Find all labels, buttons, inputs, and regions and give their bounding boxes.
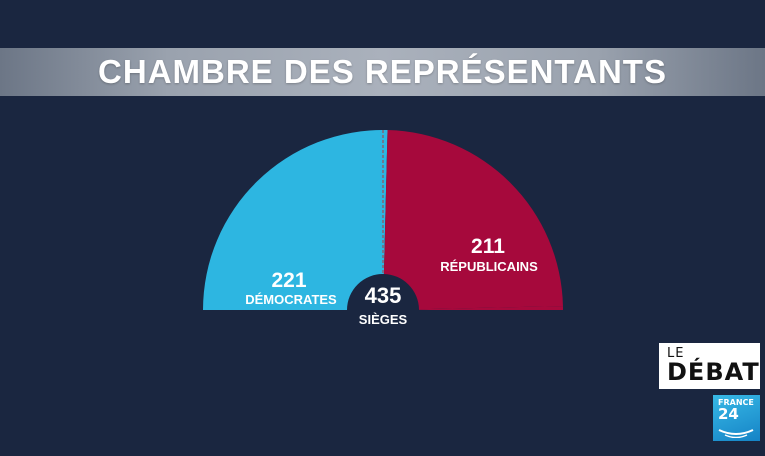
total-label: SIÈGES: [359, 312, 408, 327]
france24-logo: FRANCE 24: [713, 395, 760, 441]
logo-debat-text: DÉBAT: [667, 358, 760, 386]
slice-républicains: [383, 130, 563, 310]
wave-icon: [718, 429, 754, 438]
title-band: CHAMBRE DES REPRÉSENTANTS: [0, 48, 765, 96]
le-debat-logo: LE DÉBAT: [659, 343, 760, 389]
total-value: 435: [365, 283, 402, 308]
logo-24-text: 24: [718, 405, 739, 423]
slice-démocrates: [203, 130, 388, 310]
slice-remainder: [418, 306, 563, 310]
chart-arcs: [203, 130, 563, 310]
dem-name-label: DÉMOCRATES: [245, 292, 337, 307]
logo-france-text: FRANCE: [718, 398, 754, 407]
dem-value-label: 221: [271, 269, 306, 292]
rep-name-label: RÉPUBLICAINS: [440, 259, 538, 274]
rep-value-label: 211: [471, 235, 505, 258]
chart-title: CHAMBRE DES REPRÉSENTANTS: [98, 53, 667, 90]
logo-le-text: LE: [667, 346, 685, 361]
